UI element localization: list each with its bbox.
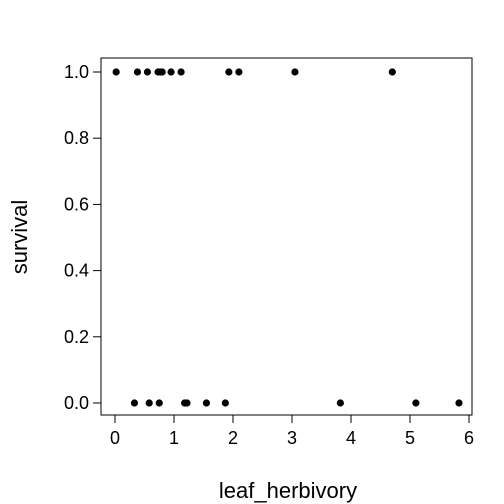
x-tick-label: 1	[169, 428, 179, 448]
data-point	[291, 68, 299, 76]
x-tick-label: 4	[346, 428, 356, 448]
data-point	[225, 68, 233, 76]
y-tick-label: 0.0	[64, 393, 89, 413]
data-point	[155, 399, 163, 407]
x-tick-label: 6	[464, 428, 474, 448]
y-tick-label: 0.4	[64, 261, 89, 281]
data-point	[167, 68, 175, 76]
x-axis-title: leaf_herbivory	[219, 478, 357, 503]
plot-frame	[100, 57, 473, 416]
x-tick-label: 5	[405, 428, 415, 448]
data-point	[112, 68, 120, 76]
data-point	[183, 399, 191, 407]
y-axis: 0.0 0.2 0.4 0.6 0.8 1.0	[64, 62, 102, 413]
data-point	[177, 68, 185, 76]
y-axis-title: survival	[7, 200, 32, 275]
data-point	[412, 399, 420, 407]
y-tick-label: 0.6	[64, 194, 89, 214]
y-tick-label: 0.8	[64, 128, 89, 148]
y-tick-label: 1.0	[64, 62, 89, 82]
data-point	[221, 399, 229, 407]
y-tick-label: 0.2	[64, 327, 89, 347]
data-point	[455, 399, 463, 407]
x-tick-label: 3	[287, 428, 297, 448]
data-point	[133, 68, 142, 76]
data-point	[202, 399, 211, 407]
data-point	[235, 68, 243, 76]
x-axis: 0 1 2 3 4 5 6	[110, 414, 474, 448]
data-point	[130, 399, 139, 407]
data-point	[158, 68, 166, 76]
x-tick-label: 2	[228, 428, 238, 448]
data-point	[388, 68, 396, 76]
data-point	[336, 399, 344, 407]
data-points	[112, 68, 463, 407]
data-point	[145, 399, 153, 407]
x-tick-label: 0	[110, 428, 120, 448]
data-point	[143, 68, 152, 76]
